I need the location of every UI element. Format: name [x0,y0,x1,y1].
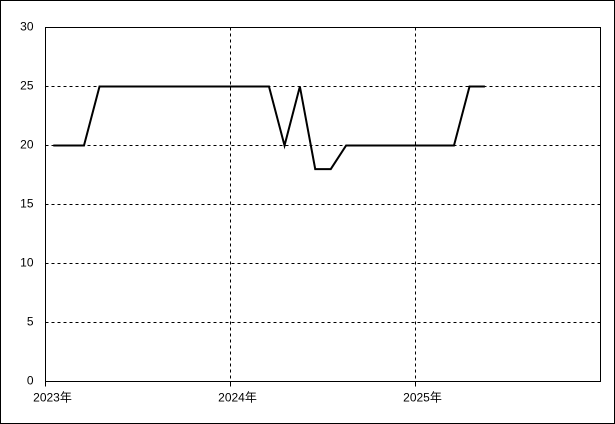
y-tick-label: 25 [20,79,34,93]
y-tick-label: 0 [27,374,34,388]
line-series [53,85,485,171]
y-tick-label: 5 [27,315,34,329]
x-tick-label: 2025年 [403,391,442,405]
y-tick-label: 15 [20,197,34,211]
y-tick-label: 20 [20,138,34,152]
y-tick-label: 10 [20,256,34,270]
y-tick-label: 30 [20,20,34,34]
x-tick-label: 2024年 [218,391,257,405]
x-tick-label: 2023年 [33,391,72,405]
